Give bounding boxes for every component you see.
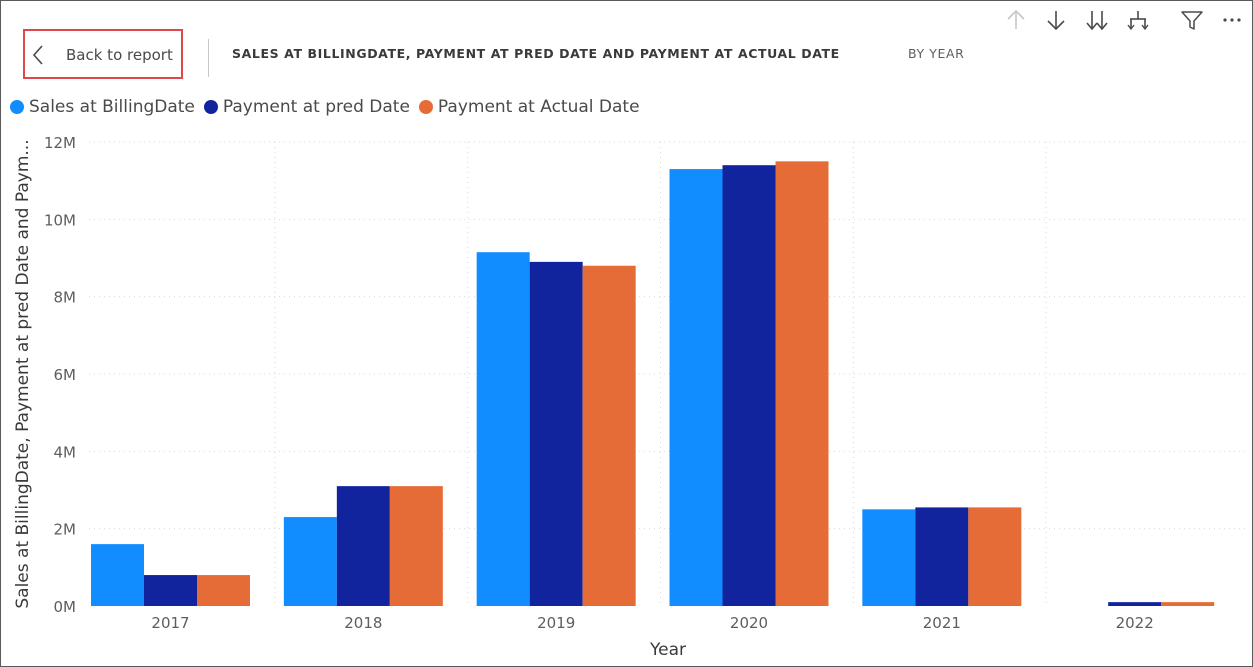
bar-2020-series-0 [669,169,723,607]
bar-2022-series-2 [1161,602,1215,606]
y-tick-label: 6M [54,366,77,384]
bar-2019-series-1 [529,261,583,606]
back-to-report-button[interactable]: Back to report [23,29,183,79]
chart-legend: Sales at BillingDate Payment at pred Dat… [10,97,649,117]
y-tick-label: 12M [44,134,76,152]
legend-item-sales[interactable]: Sales at BillingDate [10,97,195,117]
x-tick-label: 2022 [1116,614,1154,632]
legend-label-sales: Sales at BillingDate [29,97,195,117]
y-tick-label: 2M [54,521,77,539]
legend-dot-pred [203,100,218,114]
bar-2021-series-1 [915,507,969,606]
bar-2019-series-0 [476,252,530,606]
visual-title: SALES AT BILLINGDATE, PAYMENT AT PRED DA… [232,46,840,61]
y-axis-title: Sales at BillingDate, Payment at pred Da… [13,139,33,608]
x-tick-label: 2017 [151,614,189,632]
back-to-report-label: Back to report [66,46,173,64]
bar-2017-series-0 [91,544,144,606]
legend-dot-actual [418,100,433,114]
y-tick-label: 0M [54,598,77,616]
y-tick-label: 8M [54,289,77,307]
visual-subtitle: BY YEAR [908,46,965,61]
bar-2020-series-2 [775,161,829,607]
legend-dot-sales [10,100,24,114]
filter-icon[interactable] [1179,7,1205,33]
legend-item-actual[interactable]: Payment at Actual Date [418,97,640,117]
bar-2021-series-0 [862,509,916,606]
x-axis-title: Year [649,640,686,660]
bar-2022-series-1 [1108,602,1162,606]
drill-down-icon[interactable] [1043,7,1069,33]
x-tick-label: 2019 [537,614,575,632]
bar-2017-series-2 [197,575,250,606]
bar-2017-series-1 [144,575,197,606]
x-tick-label: 2018 [344,614,382,632]
x-tick-label: 2021 [923,614,961,632]
y-tick-label: 4M [54,443,77,461]
expand-all-down-icon[interactable] [1084,7,1110,33]
drill-up-icon[interactable] [1003,7,1029,33]
legend-label-actual: Payment at Actual Date [437,97,640,117]
bar-2020-series-1 [722,165,776,606]
more-options-icon[interactable] [1219,7,1245,33]
legend-item-pred[interactable]: Payment at pred Date [203,97,410,117]
header-divider [208,39,209,77]
expand-next-level-icon[interactable] [1125,7,1151,33]
chevron-left-icon [32,45,43,65]
x-tick-label: 2020 [730,614,768,632]
legend-label-pred: Payment at pred Date [222,97,410,117]
bar-2019-series-2 [582,265,636,606]
bar-2018-series-1 [336,486,390,606]
y-tick-label: 10M [44,211,76,229]
bar-2021-series-2 [968,507,1022,606]
bar-2018-series-2 [389,486,443,606]
bar-2018-series-0 [283,517,337,606]
